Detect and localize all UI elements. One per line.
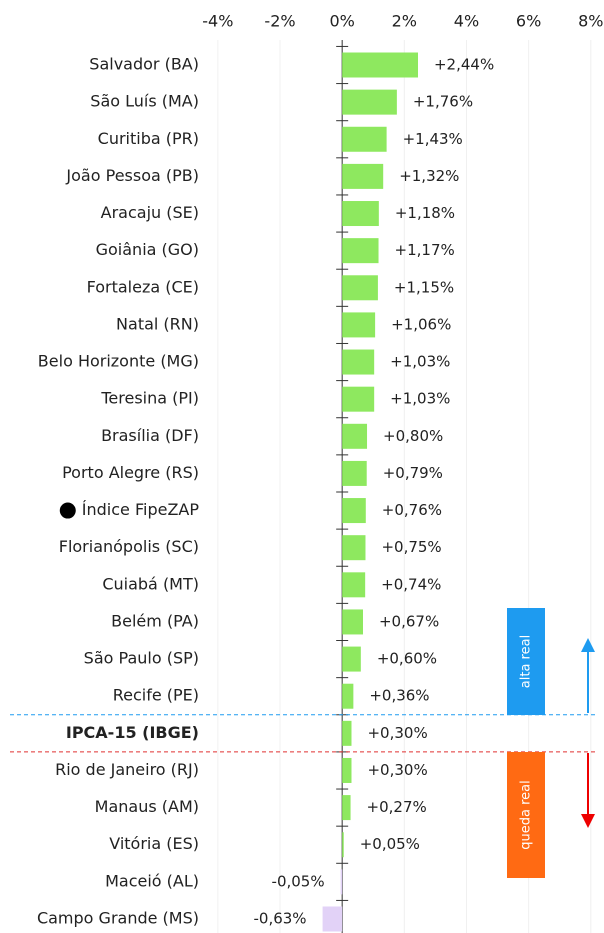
value-label: +0,67% bbox=[379, 612, 439, 630]
marker-dot bbox=[59, 502, 76, 519]
value-label: +1,76% bbox=[413, 93, 473, 111]
arrow-up-head bbox=[581, 638, 595, 652]
arrow-down-head bbox=[581, 814, 595, 828]
category-label: Teresina (PI) bbox=[100, 389, 199, 408]
value-label: -0,63% bbox=[254, 909, 307, 927]
category-label: Rio de Janeiro (RJ) bbox=[55, 760, 199, 779]
value-label: +0,05% bbox=[360, 835, 420, 853]
category-label: Maceió (AL) bbox=[105, 871, 199, 890]
value-label: +0,30% bbox=[367, 761, 427, 779]
value-label: +0,36% bbox=[369, 687, 429, 705]
category-label: Campo Grande (MS) bbox=[37, 908, 199, 927]
bar bbox=[342, 201, 379, 227]
value-label: +0,79% bbox=[383, 464, 443, 482]
value-label: +0,76% bbox=[382, 501, 442, 519]
value-label: +0,60% bbox=[377, 650, 437, 668]
category-label: Aracaju (SE) bbox=[101, 203, 199, 222]
value-label: -0,05% bbox=[272, 872, 325, 890]
category-label: Belém (PA) bbox=[111, 611, 199, 630]
category-label: São Luís (MA) bbox=[90, 92, 199, 111]
value-label: +0,75% bbox=[381, 538, 441, 556]
x-tick-label: 4% bbox=[454, 12, 479, 31]
bar bbox=[342, 460, 367, 486]
category-label: Curitiba (PR) bbox=[98, 129, 199, 148]
value-label: +0,74% bbox=[381, 575, 441, 593]
category-label: São Paulo (SP) bbox=[84, 649, 199, 668]
bar bbox=[342, 832, 344, 858]
value-label: +0,27% bbox=[367, 798, 427, 816]
value-label: +1,03% bbox=[390, 353, 450, 371]
category-label: Goiânia (GO) bbox=[96, 240, 199, 259]
bar bbox=[342, 386, 375, 412]
bar bbox=[342, 572, 366, 598]
annotation-box bbox=[507, 608, 545, 715]
category-label: Recife (PE) bbox=[113, 686, 199, 705]
bar bbox=[342, 126, 387, 152]
bar bbox=[342, 349, 375, 375]
category-label: Belo Horizonte (MG) bbox=[38, 352, 199, 371]
value-label: +1,32% bbox=[399, 167, 459, 185]
bar bbox=[342, 757, 352, 783]
value-label: +1,17% bbox=[395, 241, 455, 259]
category-label: Índice FipeZAP bbox=[82, 500, 200, 519]
annotation-box bbox=[507, 752, 545, 878]
bar bbox=[342, 720, 352, 746]
bar bbox=[342, 646, 361, 672]
category-label: Brasília (DF) bbox=[101, 426, 199, 445]
x-tick-label: 0% bbox=[329, 12, 354, 31]
category-label: Vitória (ES) bbox=[109, 834, 199, 853]
category-label: Salvador (BA) bbox=[89, 55, 199, 74]
category-label: João Pessoa (PB) bbox=[65, 166, 199, 185]
bar bbox=[342, 238, 379, 264]
bar bbox=[342, 795, 351, 821]
x-tick-label: -4% bbox=[202, 12, 233, 31]
category-label: Natal (RN) bbox=[116, 314, 199, 333]
bar bbox=[322, 906, 343, 932]
bar bbox=[342, 423, 368, 449]
bar bbox=[342, 312, 376, 338]
category-label: Fortaleza (CE) bbox=[87, 277, 199, 296]
value-label: +1,03% bbox=[390, 390, 450, 408]
value-label: +1,06% bbox=[391, 315, 451, 333]
bar bbox=[342, 275, 378, 301]
bar bbox=[342, 498, 366, 524]
value-label: +0,80% bbox=[383, 427, 443, 445]
bar bbox=[342, 52, 418, 78]
annotation-text: alta real bbox=[519, 635, 534, 688]
x-tick-label: -2% bbox=[264, 12, 295, 31]
value-label: +0,30% bbox=[367, 724, 427, 742]
category-label: Florianópolis (SC) bbox=[59, 537, 199, 556]
category-label: Cuiabá (MT) bbox=[102, 574, 199, 593]
annotation-text: queda real bbox=[519, 780, 534, 849]
bar bbox=[342, 89, 397, 115]
bar bbox=[342, 535, 366, 561]
value-label: +2,44% bbox=[434, 56, 494, 74]
bar bbox=[342, 683, 354, 709]
bar bbox=[342, 163, 384, 189]
x-tick-label: 6% bbox=[516, 12, 541, 31]
x-tick-label: 8% bbox=[578, 12, 603, 31]
category-label: Manaus (AM) bbox=[95, 797, 199, 816]
value-label: +1,15% bbox=[394, 278, 454, 296]
category-label: Porto Alegre (RS) bbox=[62, 463, 199, 482]
value-label: +1,43% bbox=[403, 130, 463, 148]
bar bbox=[342, 609, 363, 635]
category-label: IPCA-15 (IBGE) bbox=[66, 723, 199, 742]
value-label: +1,18% bbox=[395, 204, 455, 222]
x-tick-label: 2% bbox=[392, 12, 417, 31]
bar bbox=[340, 869, 343, 895]
